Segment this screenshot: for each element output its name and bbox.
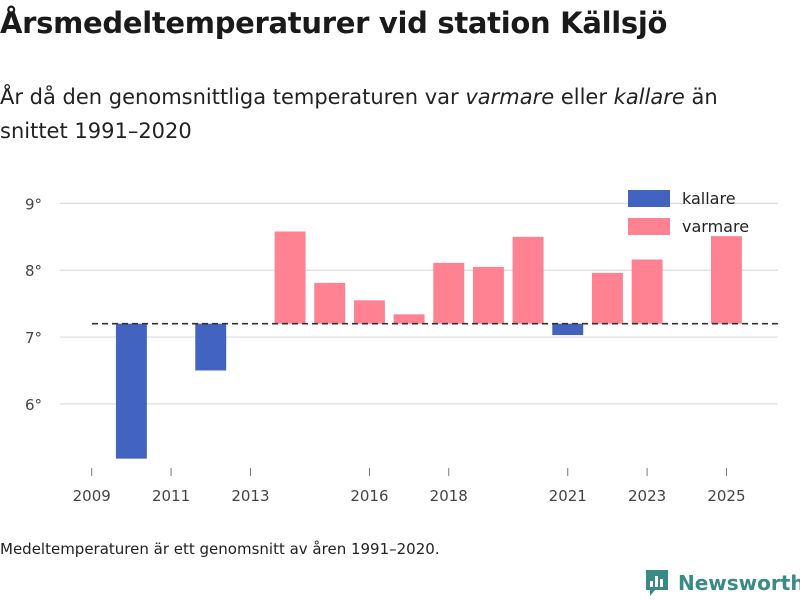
bar-2014 [274, 231, 306, 324]
bar-2022 [591, 272, 623, 324]
legend-label-varmare: varmare [682, 217, 749, 236]
y-axis-ticks: 6° 7° 8° 9° [25, 195, 42, 413]
x-tick-label-2009: 2009 [73, 487, 111, 505]
y-tick-label-9: 9° [25, 195, 42, 213]
bar-2023 [631, 259, 663, 324]
legend-swatch-kallare [628, 190, 670, 207]
bar-2018 [433, 262, 465, 324]
x-tick-label-2011: 2011 [152, 487, 190, 505]
brand-name: Newsworthy [678, 571, 800, 595]
brand-logo: Newsworthy [644, 568, 800, 598]
bar-2012 [195, 323, 227, 371]
bar-2019 [472, 266, 504, 324]
legend-label-kallare: kallare [682, 189, 736, 208]
x-tick-label-2018: 2018 [430, 487, 468, 505]
chart-title: Årsmedeltemperaturer vid station Källsjö [0, 6, 668, 40]
x-tick-label-2025: 2025 [707, 487, 745, 505]
bar-2017 [393, 314, 425, 324]
bar-2021 [552, 323, 584, 336]
bar-2015 [314, 282, 346, 324]
x-tick-label-2016: 2016 [350, 487, 388, 505]
legend: kallare varmare [628, 189, 749, 236]
legend-swatch-varmare [628, 218, 670, 235]
x-tick-label-2013: 2013 [231, 487, 269, 505]
bars [115, 231, 742, 459]
subtitle-text-3: än snittet 1991–2020 [0, 85, 718, 143]
subtitle-colder: kallare [613, 85, 685, 109]
bar-2020 [512, 236, 544, 324]
subtitle-text-2: eller [554, 85, 614, 109]
bar-2010 [115, 323, 147, 459]
newsworthy-icon [646, 570, 668, 596]
bar-2016 [353, 300, 385, 324]
subtitle-text-1: År då den genomsnittliga temperaturen va… [0, 85, 466, 109]
subtitle-warmer: varmare [465, 85, 555, 109]
y-tick-label-6: 6° [25, 396, 42, 414]
bar-2025 [710, 236, 742, 324]
y-tick-label-7: 7° [25, 329, 42, 347]
x-tick-label-2021: 2021 [549, 487, 587, 505]
footnote: Medeltemperaturen är ett genomsnitt av å… [0, 540, 440, 558]
x-axis-ticks: 2009 2011 2013 2016 2018 2021 2023 2025 [73, 468, 746, 505]
grid-lines [60, 202, 778, 405]
chart-subtitle: År då den genomsnittliga temperaturen va… [0, 80, 790, 148]
y-tick-label-8: 8° [25, 262, 42, 280]
temperature-chart: 6° 7° 8° 9° 2009 2011 2013 2016 2018 2021 2023 202… [25, 189, 778, 505]
x-tick-label-2023: 2023 [628, 487, 666, 505]
